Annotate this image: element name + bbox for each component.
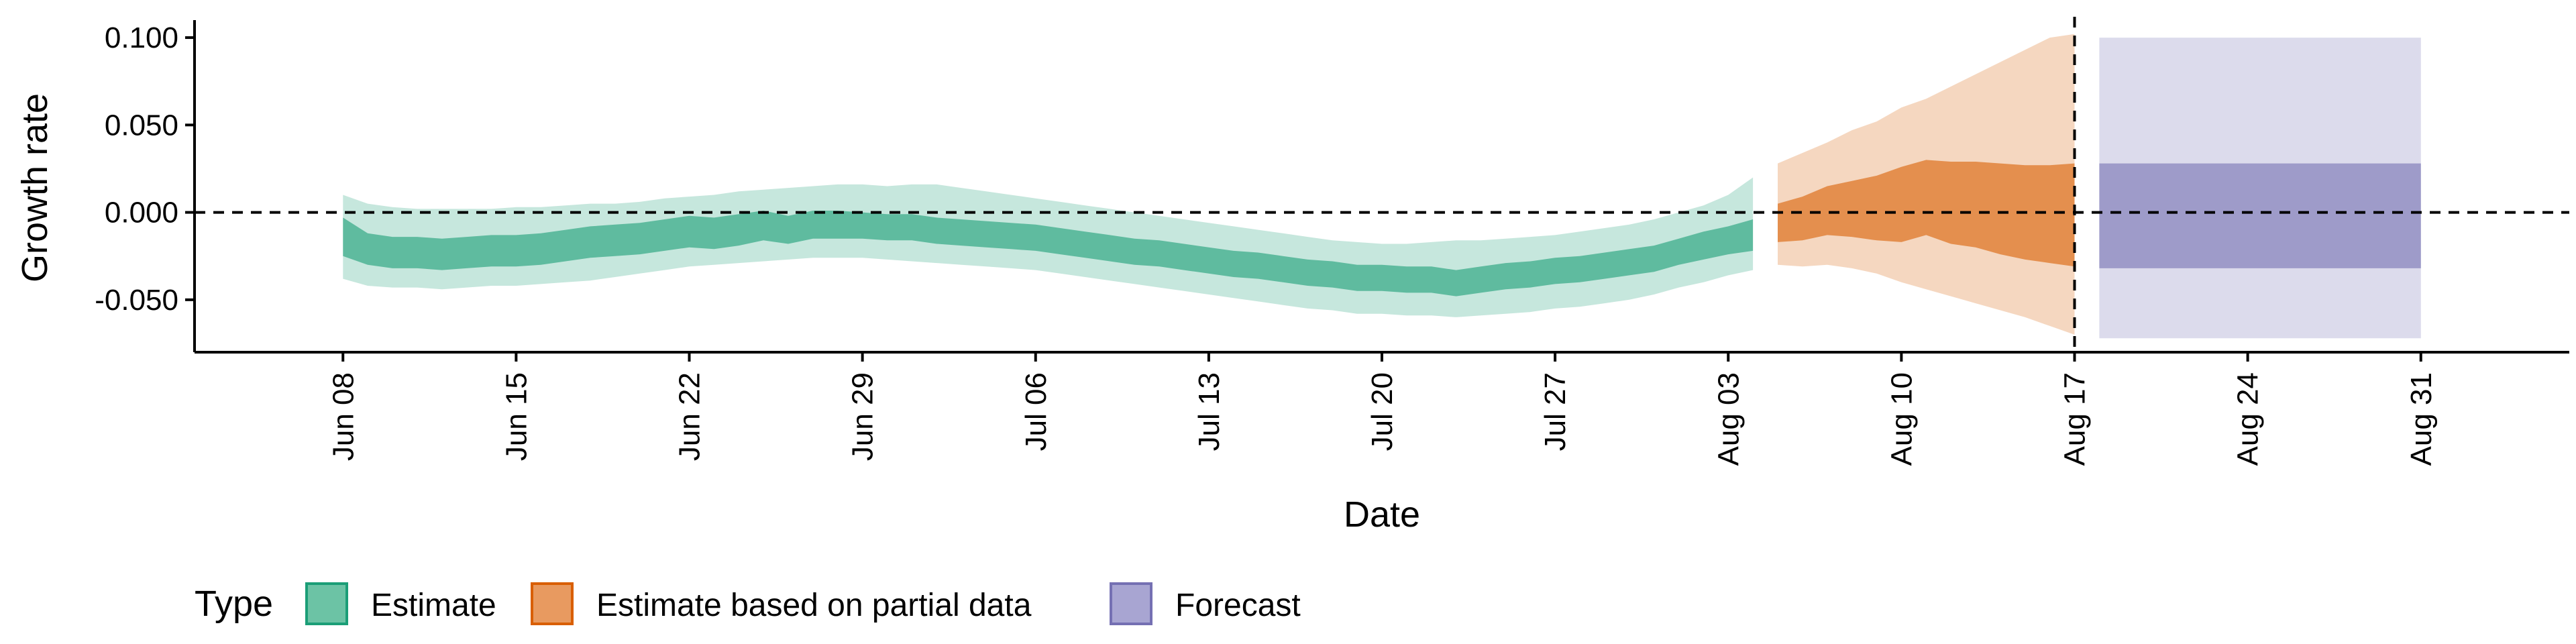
x-tick-label: Jun 22 [674,372,706,461]
legend-key-forecast [1110,582,1152,625]
x-tick-label: Jul 20 [1366,372,1399,451]
y-tick-label: 0.000 [105,197,178,229]
axes: 0.100 0.050 0.000 -0.050 Jun 08 Jun 15 Jun 22 J… [95,20,2569,466]
x-tick-label: Jun 08 [327,372,360,461]
x-tick-label: Jul 06 [1020,372,1053,451]
x-tick-label: Jul 27 [1539,372,1572,451]
legend-label-estimate: Estimate [371,588,496,623]
legend-key-estimate [305,582,348,625]
forecast-inner-interval [2099,163,2421,268]
x-tick-label: Jun 15 [500,372,533,461]
legend: Type Estimate Estimate based on partial d… [195,582,1301,625]
x-tick-label: Aug 17 [2059,372,2092,466]
x-tick-label: Aug 24 [2232,372,2265,466]
y-tick-label: -0.050 [95,284,178,317]
x-tick-label: Jul 13 [1193,372,1226,451]
x-tick-label: Aug 10 [1885,372,1918,466]
y-tick-label: 0.100 [105,21,178,54]
x-tick-label: Jun 29 [847,372,879,461]
x-tick-label: Aug 31 [2405,372,2438,466]
ribbon-layer [343,34,2421,339]
legend-label-forecast: Forecast [1175,588,1301,623]
y-axis-title: Growth rate [15,93,55,282]
x-axis-title: Date [1344,494,1420,535]
legend-key-estimate-based-on-partial-data [531,582,574,625]
reference-lines [195,17,2569,352]
y-tick-label: 0.050 [105,109,178,142]
legend-label-estimate-based-on-partial-data: Estimate based on partial data [596,588,1032,623]
estimate-inner-interval [343,211,1754,297]
x-tick-label: Aug 03 [1712,372,1745,466]
legend-title: Type [195,584,273,624]
